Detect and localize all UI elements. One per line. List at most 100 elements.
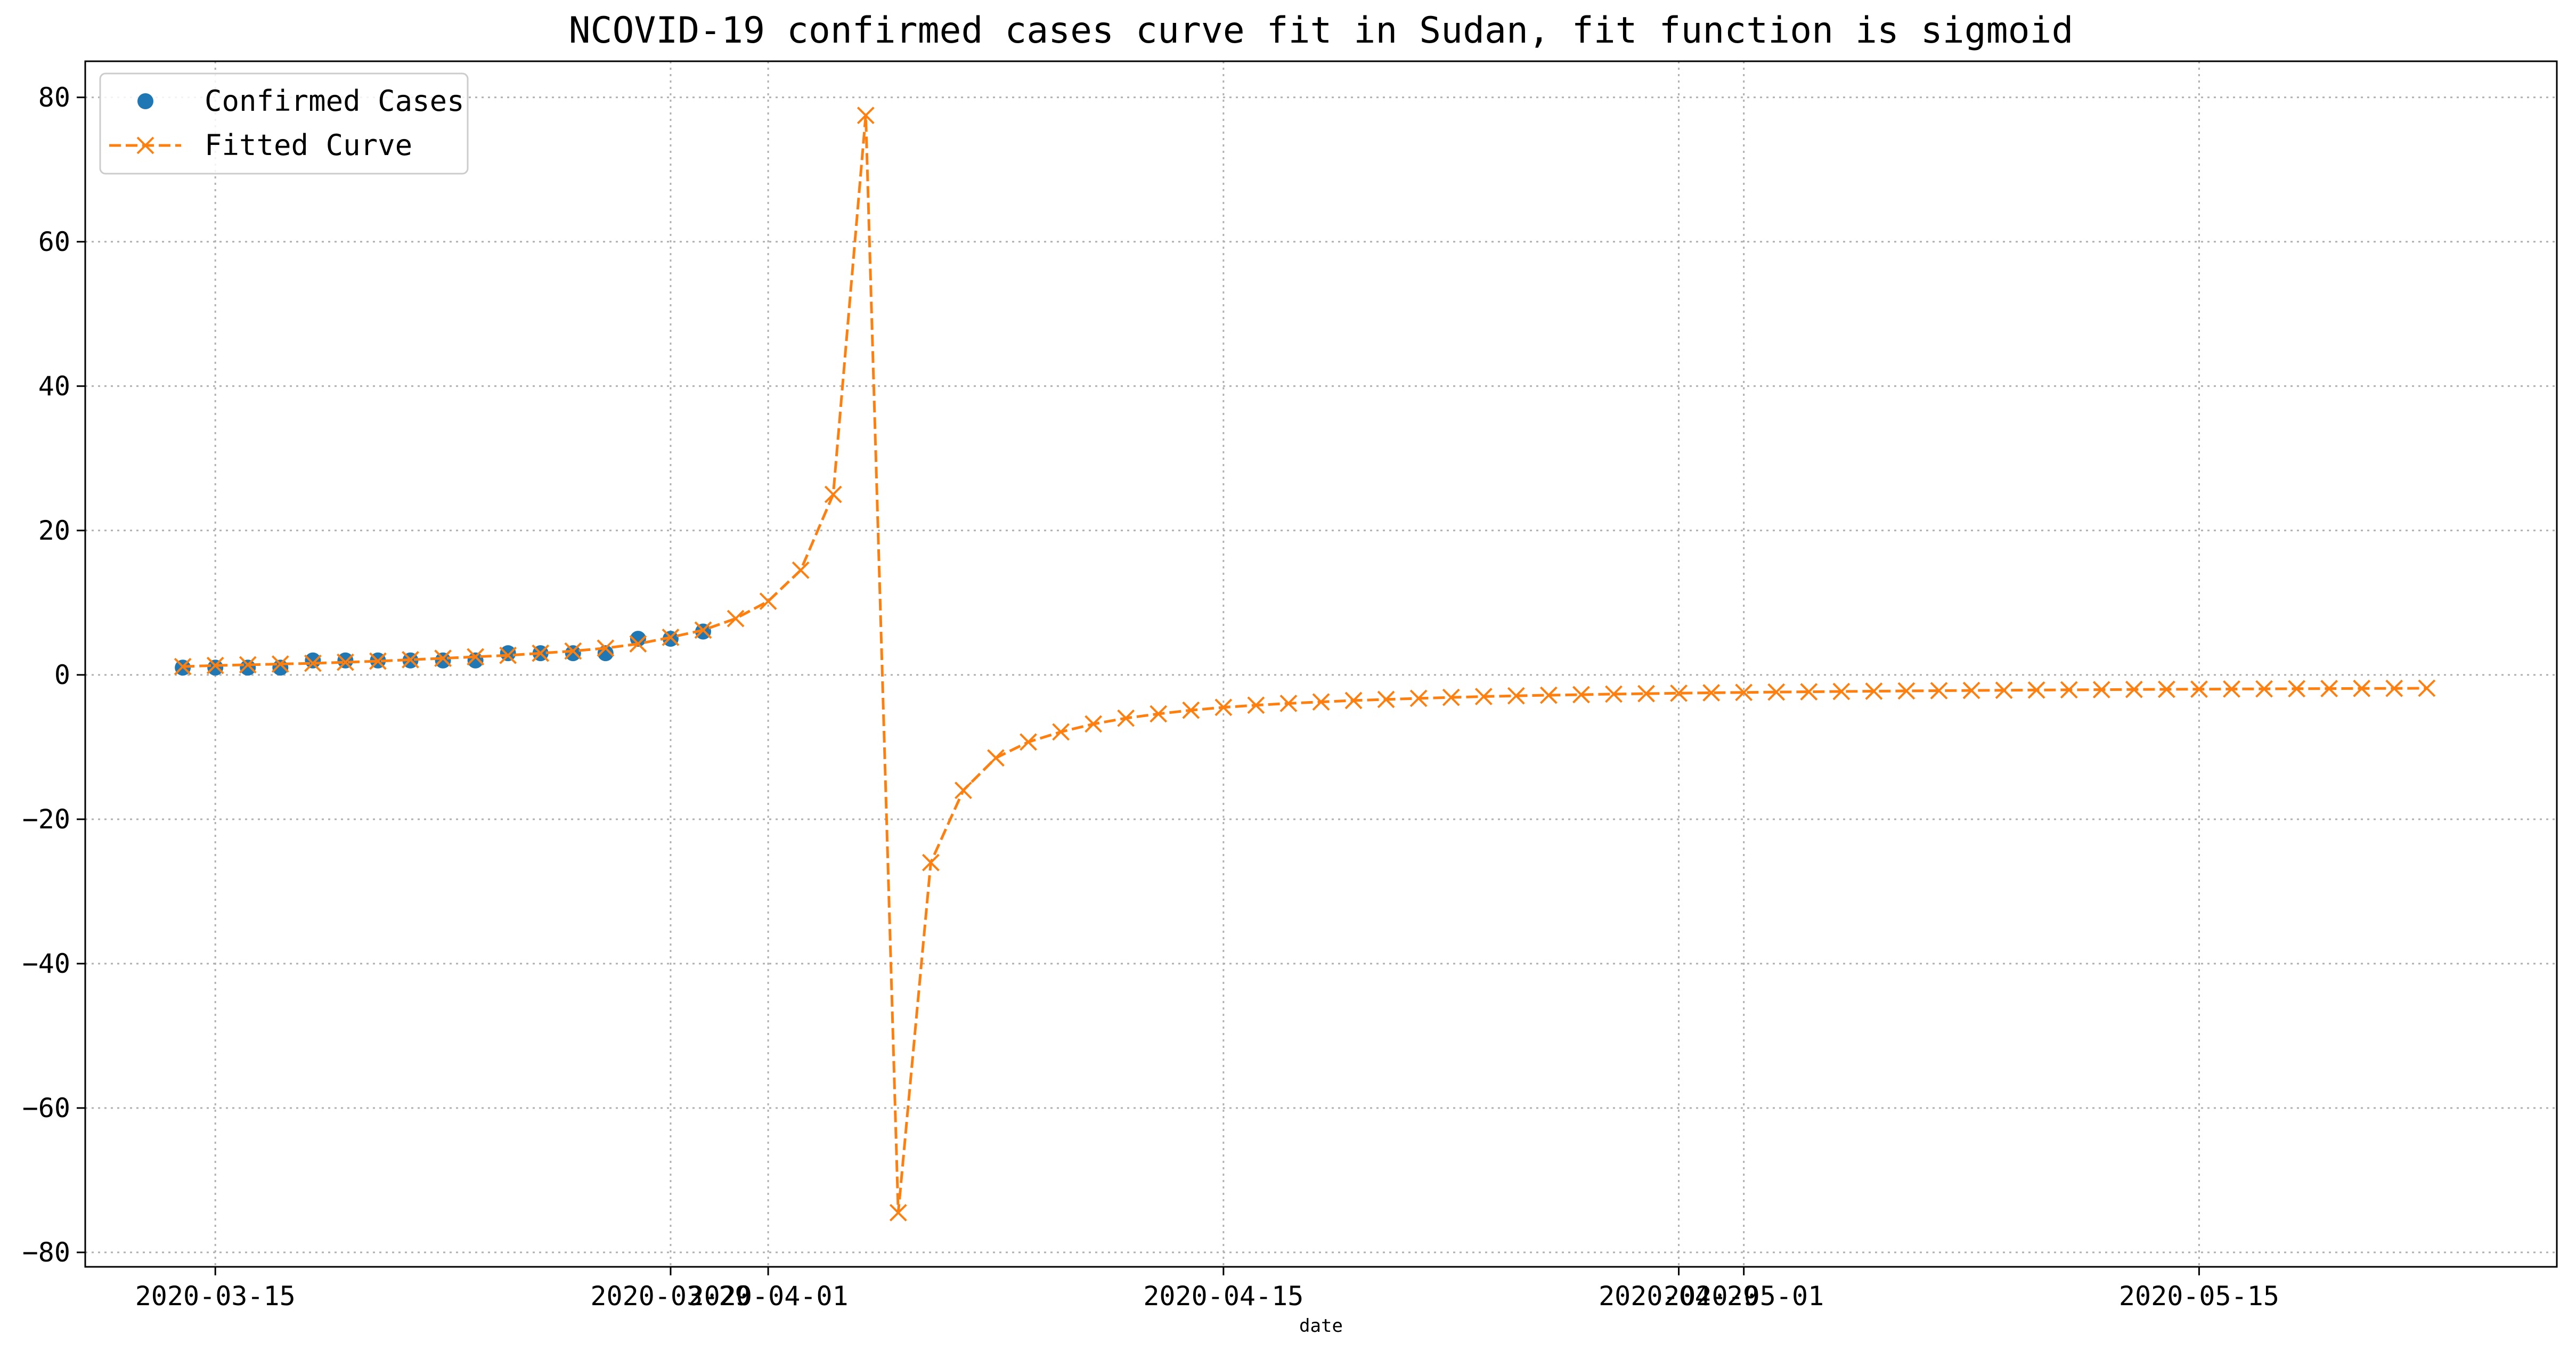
data-point — [240, 660, 256, 676]
series-layer — [174, 107, 2436, 1222]
data-point — [597, 639, 615, 657]
axis-layer: −80 −60 −40 −20 0 20 40 60 80 2020-03-15 2020-03-2… — [22, 82, 2279, 1312]
data-point — [467, 652, 484, 669]
data-point — [304, 654, 322, 672]
data-point — [1832, 682, 1851, 701]
data-point — [1214, 698, 1233, 717]
x-tick-label: 2020-04-01 — [688, 1281, 849, 1312]
y-tick-label: 0 — [54, 660, 70, 690]
data-point — [759, 592, 777, 611]
data-point — [889, 1203, 907, 1222]
data-point — [1670, 684, 1688, 702]
x-tick-label: 2020-03-15 — [135, 1281, 296, 1312]
x-tick-label: 2020-04-29 — [1599, 1281, 1759, 1312]
data-point — [727, 609, 745, 628]
data-point — [500, 645, 516, 662]
data-point — [987, 749, 1005, 767]
x-tick-label: 2020-03-29 — [590, 1281, 751, 1312]
data-point — [1117, 709, 1135, 727]
data-point — [1767, 683, 1786, 701]
data-point — [1605, 685, 1623, 703]
data-point — [1800, 683, 1818, 701]
data-point — [694, 621, 712, 639]
data-point — [792, 561, 810, 579]
x-tick-label: 2020-05-01 — [1664, 1281, 1824, 1312]
y-tick-label: −80 — [22, 1237, 70, 1268]
data-point — [1474, 688, 1493, 705]
data-point — [206, 656, 224, 674]
data-point — [2125, 680, 2143, 698]
data-point — [565, 645, 581, 662]
data-point — [1572, 686, 1590, 704]
data-point — [239, 656, 257, 674]
data-point — [629, 635, 647, 653]
data-point — [207, 660, 224, 676]
data-point — [857, 107, 875, 125]
data-point — [1052, 723, 1070, 741]
y-tick-label: 40 — [38, 371, 70, 402]
data-point — [1182, 701, 1200, 719]
data-point — [630, 631, 646, 647]
data-point — [1409, 689, 1428, 707]
data-point — [1962, 681, 1980, 699]
data-point — [305, 652, 321, 669]
data-point — [1897, 682, 1915, 700]
data-point — [1020, 733, 1037, 751]
data-point — [1442, 688, 1460, 706]
data-point — [467, 648, 485, 666]
y-tick-label: −20 — [22, 804, 70, 835]
data-point — [1637, 685, 1655, 703]
series-fitted-curve — [174, 107, 2436, 1222]
data-point — [1279, 694, 1298, 712]
data-point — [564, 642, 582, 660]
data-point — [2027, 681, 2045, 699]
data-point — [1865, 682, 1883, 700]
legend: Confirmed Cases Fitted Curve — [99, 72, 469, 175]
chart-title: NCOVID-19 confirmed cases curve fit in S… — [569, 10, 2074, 52]
data-point — [2418, 679, 2436, 697]
data-point — [402, 650, 419, 669]
plot-frame — [84, 60, 2558, 1268]
data-point — [2255, 680, 2273, 698]
legend-label-fitted-curve: Fitted Curve — [205, 128, 412, 162]
data-point — [1702, 684, 1721, 702]
data-point — [2157, 680, 2175, 698]
data-point — [1085, 715, 1103, 733]
y-tick-label: 80 — [38, 82, 70, 113]
data-point — [1344, 691, 1363, 710]
data-point — [824, 485, 842, 503]
data-point — [1150, 705, 1168, 723]
data-point — [1507, 687, 1525, 705]
data-point — [1312, 693, 1330, 711]
data-point — [272, 660, 289, 676]
legend-marker-confirmed-cases — [137, 93, 153, 109]
data-point — [922, 853, 940, 872]
legend-box — [99, 72, 469, 175]
data-point — [2320, 680, 2338, 697]
legend-label-confirmed-cases: Confirmed Cases — [205, 84, 464, 118]
data-point — [435, 652, 451, 669]
grid-layer — [85, 61, 2557, 1267]
y-tick-label: 20 — [38, 515, 70, 546]
data-point — [174, 657, 192, 676]
data-point — [337, 653, 354, 671]
series-line-fitted-curve — [183, 115, 2427, 1213]
data-point — [662, 628, 680, 646]
x-tick-label: 2020-05-15 — [2119, 1281, 2279, 1312]
data-point — [955, 782, 972, 800]
data-point — [2092, 681, 2110, 699]
data-point — [2190, 680, 2208, 698]
data-point — [369, 652, 387, 670]
data-point — [2223, 680, 2240, 698]
y-tick-label: −40 — [22, 948, 70, 979]
data-point — [271, 655, 289, 673]
data-point — [1930, 682, 1948, 699]
x-axis-label: date — [1299, 1315, 1343, 1337]
x-tick-label: 2020-04-15 — [1143, 1281, 1303, 1312]
data-point — [532, 644, 550, 662]
data-point — [1995, 681, 2013, 699]
data-point — [1735, 683, 1753, 702]
y-tick-label: −60 — [22, 1093, 70, 1124]
legend-marker-fitted-curve — [136, 136, 154, 154]
data-point — [2385, 679, 2403, 697]
